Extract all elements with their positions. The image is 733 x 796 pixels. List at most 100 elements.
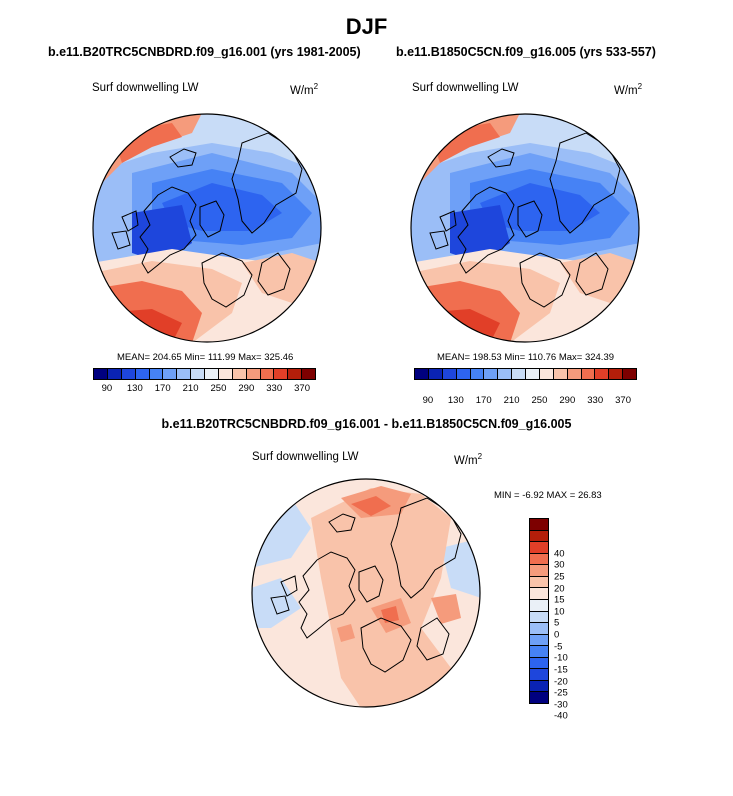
panel1-polar-map (92, 113, 322, 343)
coastline (270, 595, 290, 615)
panel3-stats: MIN = -6.92 MAX = 26.83 (494, 490, 602, 501)
colorbar-tick-label: 40 (554, 548, 565, 560)
colorbar-tick-label: 290 (238, 383, 255, 394)
coastline (360, 617, 412, 673)
panel2-stats: MEAN= 198.53 Min= 110.76 Max= 324.39 (437, 352, 615, 363)
colorbar-tick-label: 90 (101, 383, 113, 394)
colorbar-swatch (190, 369, 204, 379)
colorbar-swatch (415, 369, 428, 379)
colorbar-swatch (538, 369, 553, 379)
colorbar-tick-label: 370 (294, 383, 310, 394)
colorbar-tick-label: 330 (587, 395, 604, 406)
colorbar-swatch (530, 645, 548, 657)
coastline (139, 186, 197, 274)
colorbar-tick-label: 130 (126, 383, 143, 394)
main-title: DJF (345, 14, 388, 39)
colorbar-swatch (608, 369, 623, 379)
colorbar-tick-label: -20 (554, 676, 568, 687)
colorbar-tick-label: 330 (266, 383, 283, 394)
colorbar-swatch (530, 691, 548, 703)
panel3-title: b.e11.B20TRC5CNBDRD.f09_g16.001 - b.e11.… (161, 417, 572, 431)
coastline (457, 186, 515, 274)
colorbar-swatch (530, 668, 548, 680)
colorbar-tick-label: 210 (503, 395, 520, 406)
colorbar-swatch (530, 598, 548, 611)
coastline (429, 230, 449, 250)
panel1-colorbar (93, 368, 316, 380)
panel3-colorbar-ticks: 40 30 25 20 15 10 5 0 -5 -10 -15 -20 -25 -30 -40 (554, 542, 584, 728)
colorbar-swatch (530, 564, 548, 576)
panel1-title: b.e11.B20TRC5CNBDRD.f09_g16.001 (yrs 198… (48, 45, 361, 59)
coastline (169, 148, 197, 168)
colorbar-swatch (566, 369, 581, 379)
colorbar-swatch (134, 369, 149, 379)
colorbar-swatch (162, 369, 177, 379)
colorbar-swatch (441, 369, 456, 379)
colorbar-tick-label: 15 (554, 594, 565, 606)
colorbar-tick-label: 5 (554, 617, 560, 629)
field-contour (441, 538, 480, 598)
colorbar-swatch (204, 369, 218, 379)
colorbar-tick-label: 25 (554, 571, 565, 583)
coastline (201, 252, 253, 308)
colorbar-swatch (580, 369, 595, 379)
panel2-variable-label: Surf downwelling LW (412, 82, 519, 94)
coastline (298, 551, 356, 639)
colorbar-swatch (301, 369, 315, 379)
coastline (121, 210, 139, 232)
coastline (328, 513, 356, 533)
colorbar-swatch (483, 369, 498, 379)
colorbar-tick-label: 20 (554, 583, 565, 594)
colorbar-swatch (530, 575, 548, 588)
colorbar-swatch (120, 369, 135, 379)
panel2-colorbar (414, 368, 637, 380)
colorbar-swatch (530, 679, 548, 692)
coastline (358, 565, 384, 603)
panel3-variable-label: Surf downwelling LW (252, 451, 359, 463)
colorbar-tick-label: 0 (554, 629, 560, 641)
panel1-colorbar-ticks: 90 130 170 210 250 290 330 370 (93, 383, 316, 395)
colorbar-tick-label: -25 (554, 687, 568, 699)
colorbar-tick-label: 30 (554, 559, 565, 571)
colorbar-tick-label: 210 (182, 383, 199, 394)
coastline (439, 210, 457, 232)
coastline (487, 148, 515, 168)
coastline (111, 230, 131, 250)
colorbar-swatch (530, 519, 548, 530)
colorbar-tick-label: -5 (554, 641, 563, 653)
coastline (257, 252, 291, 296)
colorbar-swatch (530, 541, 548, 553)
colorbar-swatch (427, 369, 442, 379)
colorbar-swatch (176, 369, 191, 379)
field-contour (351, 496, 391, 516)
colorbar-swatch (530, 552, 548, 565)
colorbar-swatch (525, 369, 539, 379)
colorbar-tick-label: 130 (447, 395, 464, 406)
field-contour (132, 205, 192, 263)
colorbar-tick-label: -40 (554, 710, 568, 722)
panel3-polar-map (251, 478, 481, 708)
panel3-colorbar (529, 518, 549, 704)
field-contour (337, 624, 355, 642)
map-boundary (92, 113, 322, 343)
field-contour (252, 578, 301, 628)
colorbar-tick-label: 370 (615, 395, 631, 406)
field-contour (431, 594, 461, 624)
colorbar-swatch (231, 369, 246, 379)
map-boundary (410, 113, 640, 343)
colorbar-swatch (273, 369, 288, 379)
field-contour (162, 183, 282, 231)
colorbar-swatch (287, 369, 302, 379)
colorbar-swatch (469, 369, 484, 379)
panel2-units: W/m2 (614, 82, 643, 97)
colorbar-swatch (530, 656, 548, 669)
field-contour (450, 205, 510, 263)
colorbar-swatch (511, 369, 525, 379)
colorbar-swatch (530, 529, 548, 542)
colorbar-tick-label: 250 (210, 383, 227, 394)
colorbar-swatch (530, 610, 548, 623)
coastline (280, 575, 298, 597)
colorbar-tick-label: -15 (554, 664, 568, 676)
coastline (199, 200, 225, 238)
colorbar-tick-label: 10 (554, 606, 565, 618)
